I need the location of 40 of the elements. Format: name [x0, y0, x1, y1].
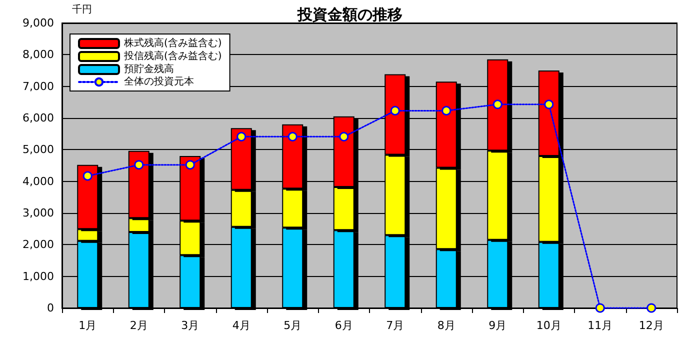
- x-tick-label: 9月: [488, 319, 507, 332]
- y-tick-label: 6,000: [22, 112, 54, 124]
- point: [236, 132, 246, 142]
- point: [595, 303, 605, 313]
- x-tick-label: 8月: [437, 319, 456, 332]
- y-tick-label: 9,000: [22, 16, 54, 30]
- point: [134, 160, 144, 170]
- x-tick-label: 10月: [536, 319, 562, 332]
- point: [544, 100, 554, 110]
- point: [390, 106, 400, 116]
- legend-label: 預貯金残高: [124, 63, 174, 75]
- y-axis-title: 千円: [72, 4, 92, 16]
- x-tick-label: 4月: [232, 319, 250, 332]
- point: [442, 106, 452, 116]
- legend-label: 全体の投資元本: [124, 76, 194, 88]
- x-tick-label: 12月: [638, 319, 664, 332]
- legend-label: 株式残高(含み益含む): [123, 37, 222, 49]
- x-tick-label: 3月: [181, 319, 200, 332]
- point: [82, 171, 92, 181]
- chart-title: 投資金額の推移: [296, 6, 402, 24]
- x-tick-label: 7月: [386, 319, 404, 332]
- point: [288, 132, 298, 142]
- y-tick-label: 1,000: [22, 270, 54, 283]
- y-tick-label: 7,000: [22, 80, 54, 93]
- y-tick-label: 3,000: [22, 206, 54, 220]
- y-tick-label: 2,000: [22, 238, 54, 252]
- x-tick-label: 5月: [284, 319, 302, 332]
- point: [492, 100, 502, 110]
- legend-label: 投信残高(含み益含む): [123, 50, 222, 62]
- x-tick-label: 1月: [78, 319, 97, 332]
- y-tick-label: 4,000: [22, 174, 54, 188]
- x-tick-label: 6月: [334, 319, 353, 332]
- x-tick-label: 2月: [130, 319, 148, 332]
- y-tick-label: 0: [47, 302, 54, 314]
- point: [185, 160, 195, 170]
- point: [646, 303, 656, 313]
- y-tick-label: 5,000: [22, 143, 54, 156]
- point: [339, 132, 349, 142]
- y-tick-label: 8,000: [22, 48, 54, 62]
- x-tick-label: 11月: [588, 319, 613, 332]
